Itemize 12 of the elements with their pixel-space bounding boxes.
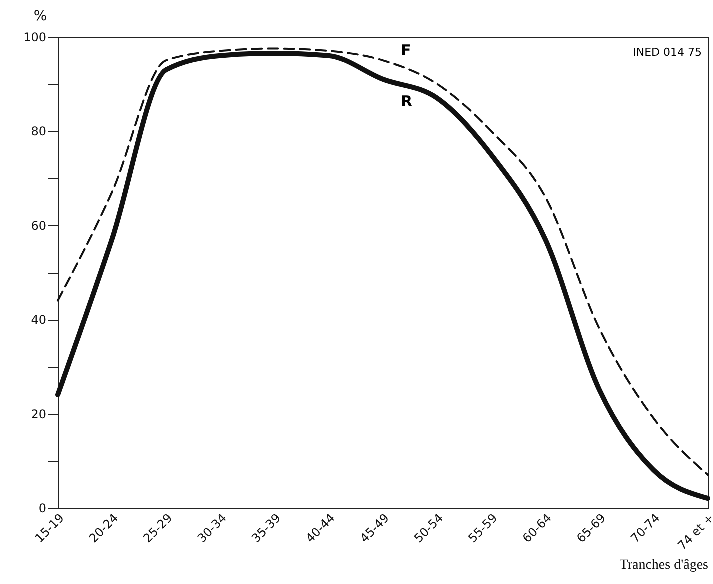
y-axis-title: % (34, 8, 48, 24)
y-tick-label: 40 (31, 313, 46, 328)
series-label: R (401, 92, 413, 110)
series-label: F (401, 42, 412, 60)
x-tick-label: 74 et + (675, 511, 713, 553)
y-tick-label: 100 (24, 30, 46, 44)
y-tick-label: 0 (38, 502, 46, 516)
y-tick-label: 20 (31, 407, 46, 422)
annotation: INED 014 75 (633, 46, 702, 59)
y-tick-label: 80 (31, 124, 46, 139)
y-tick-label: 60 (31, 218, 46, 233)
x-axis-title: Tranches d'âges (620, 558, 708, 574)
